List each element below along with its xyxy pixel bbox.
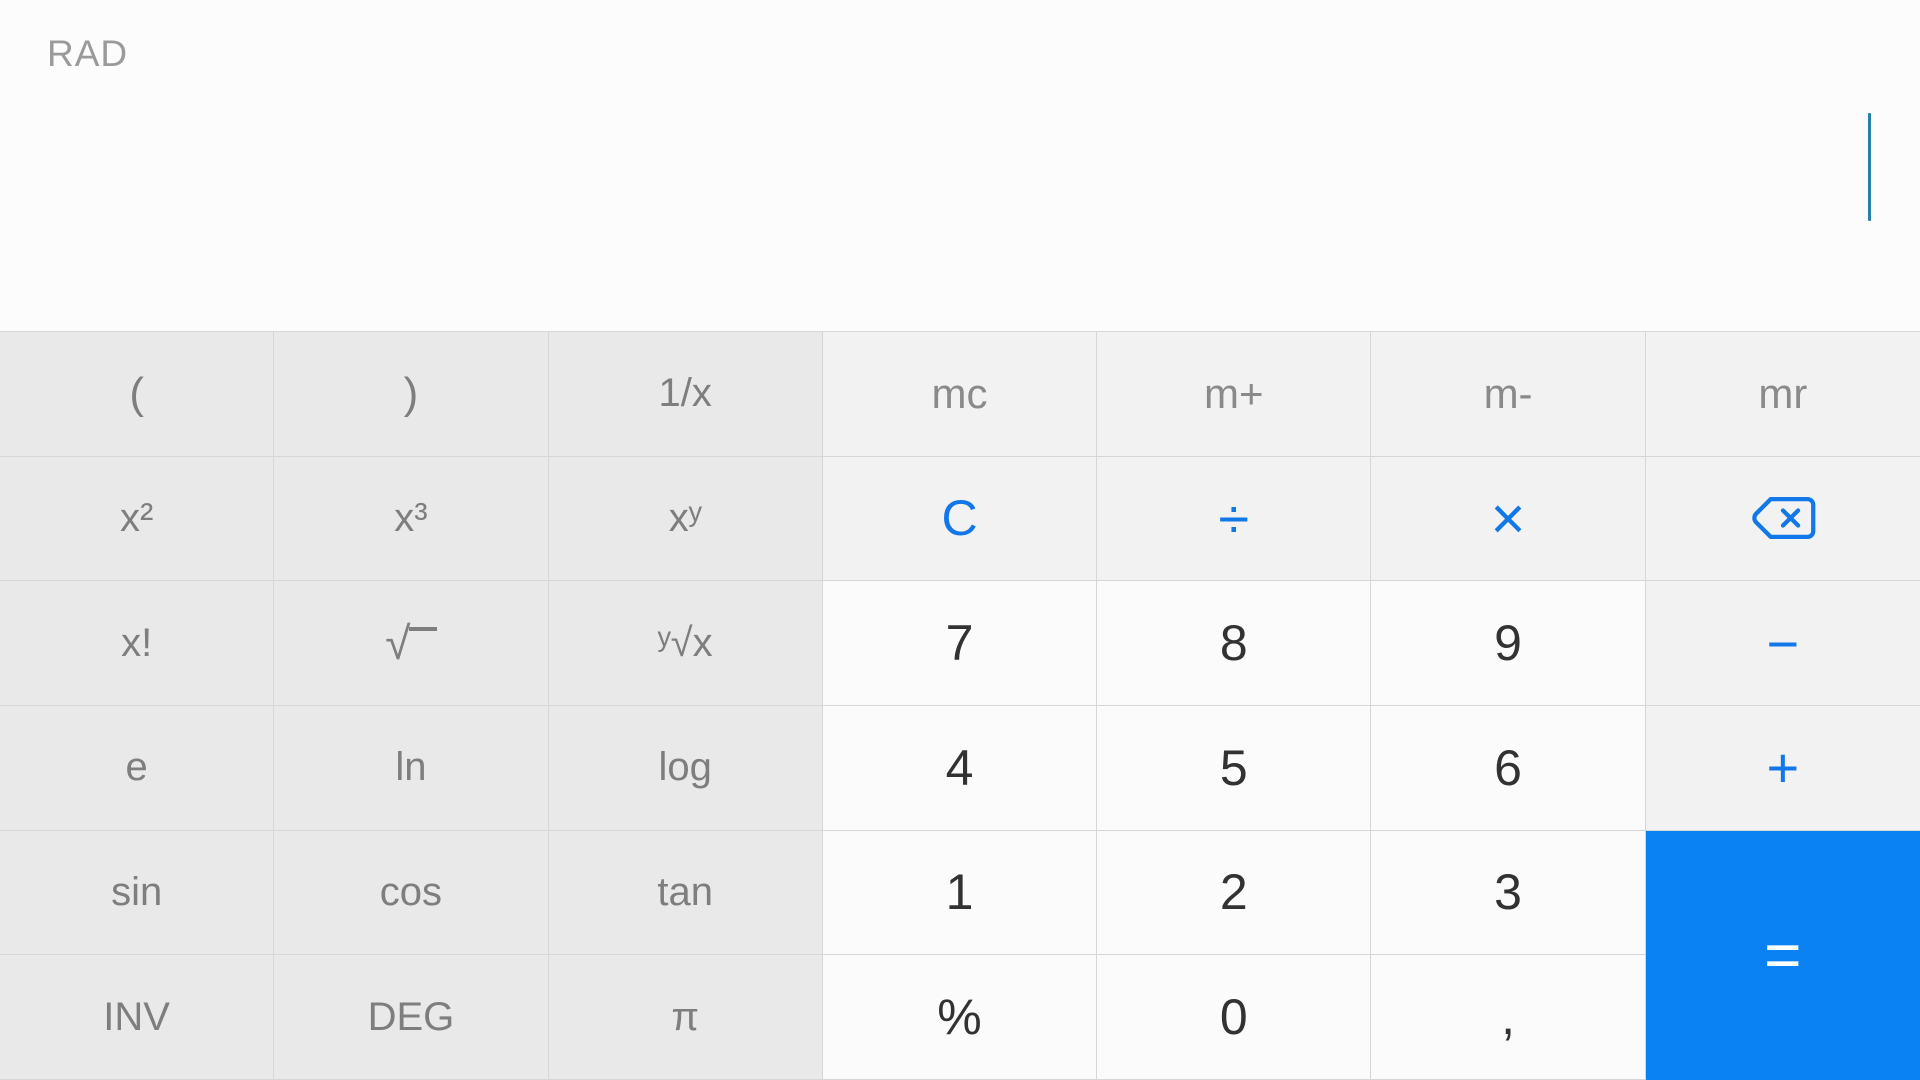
- key-4[interactable]: 4: [822, 705, 1098, 831]
- key-deg[interactable]: DEG: [274, 955, 549, 1080]
- key-subtract[interactable]: −: [1645, 581, 1920, 706]
- key-pi[interactable]: π: [548, 955, 823, 1080]
- text-cursor: [1868, 113, 1871, 221]
- key-open-paren[interactable]: (: [0, 332, 275, 457]
- key-log[interactable]: log: [548, 705, 823, 831]
- key-y-root[interactable]: ʸ√x: [548, 581, 823, 706]
- key-1[interactable]: 1: [822, 830, 1098, 956]
- key-multiply[interactable]: ×: [1371, 456, 1646, 582]
- key-memory-recall[interactable]: mr: [1645, 332, 1920, 457]
- display-area[interactable]: RAD: [0, 0, 1920, 331]
- key-x-cubed[interactable]: x³: [274, 456, 549, 582]
- key-memory-add[interactable]: m+: [1097, 332, 1372, 457]
- key-square-root[interactable]: √: [274, 581, 549, 706]
- backspace-icon: [1752, 497, 1816, 540]
- key-tan[interactable]: tan: [548, 830, 823, 956]
- key-memory-subtract[interactable]: m-: [1371, 332, 1646, 457]
- key-memory-clear[interactable]: mc: [822, 332, 1098, 457]
- square-root-glyph: √: [385, 616, 437, 671]
- key-x-squared[interactable]: x²: [0, 456, 275, 582]
- key-reciprocal[interactable]: 1/x: [548, 332, 823, 457]
- key-cos[interactable]: cos: [274, 830, 549, 956]
- key-divide[interactable]: ÷: [1097, 456, 1372, 582]
- key-7[interactable]: 7: [822, 581, 1098, 706]
- key-backspace[interactable]: [1645, 456, 1920, 582]
- key-inverse[interactable]: INV: [0, 955, 275, 1080]
- key-clear[interactable]: C: [822, 456, 1098, 582]
- key-natural-log[interactable]: ln: [274, 705, 549, 831]
- key-percent[interactable]: %: [822, 955, 1098, 1080]
- key-x-power-y[interactable]: xʸ: [548, 456, 823, 582]
- angle-mode-label: RAD: [47, 33, 129, 74]
- key-add[interactable]: +: [1645, 705, 1920, 831]
- sqrt-vinculum: [408, 626, 437, 631]
- key-6[interactable]: 6: [1371, 705, 1646, 831]
- key-equals[interactable]: =: [1645, 830, 1920, 1080]
- key-factorial[interactable]: x!: [0, 581, 275, 706]
- key-0[interactable]: 0: [1097, 955, 1372, 1080]
- key-comma[interactable]: ,: [1371, 955, 1646, 1080]
- key-euler[interactable]: e: [0, 705, 275, 831]
- key-sin[interactable]: sin: [0, 830, 275, 956]
- key-8[interactable]: 8: [1097, 581, 1372, 706]
- keypad: ( ) 1/x mc m+ m- mr x² x³ xʸ C ÷ × x! √ …: [0, 331, 1920, 1080]
- key-3[interactable]: 3: [1371, 830, 1646, 956]
- key-9[interactable]: 9: [1371, 581, 1646, 706]
- key-5[interactable]: 5: [1097, 705, 1372, 831]
- key-close-paren[interactable]: ): [274, 332, 549, 457]
- key-2[interactable]: 2: [1097, 830, 1372, 956]
